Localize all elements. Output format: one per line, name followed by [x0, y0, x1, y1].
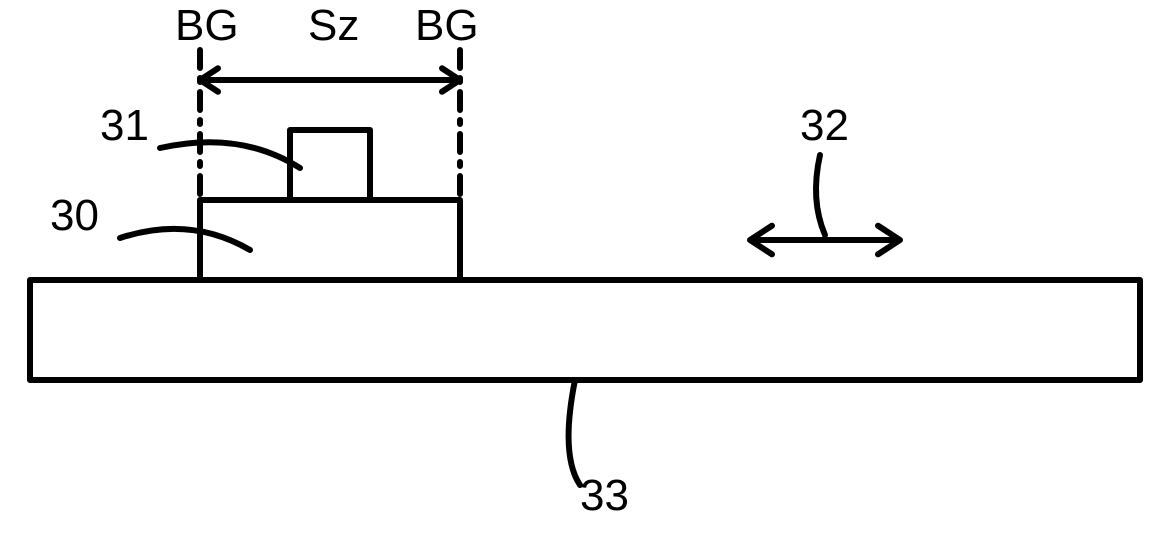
- leader-31: [160, 142, 300, 168]
- substrate-33: [30, 280, 1140, 380]
- leader-32: [816, 155, 825, 235]
- label-n31: 31: [100, 101, 149, 150]
- label-bg_left: BG: [175, 1, 239, 50]
- label-bg_right: BG: [415, 1, 479, 50]
- label-n32: 32: [800, 101, 849, 150]
- label-n30: 30: [50, 191, 99, 240]
- label-n33: 33: [580, 471, 629, 520]
- label-sz: Sz: [308, 1, 359, 50]
- block-31: [290, 130, 370, 200]
- leader-33: [569, 380, 580, 485]
- leader-30: [120, 229, 250, 250]
- block-30: [200, 200, 460, 280]
